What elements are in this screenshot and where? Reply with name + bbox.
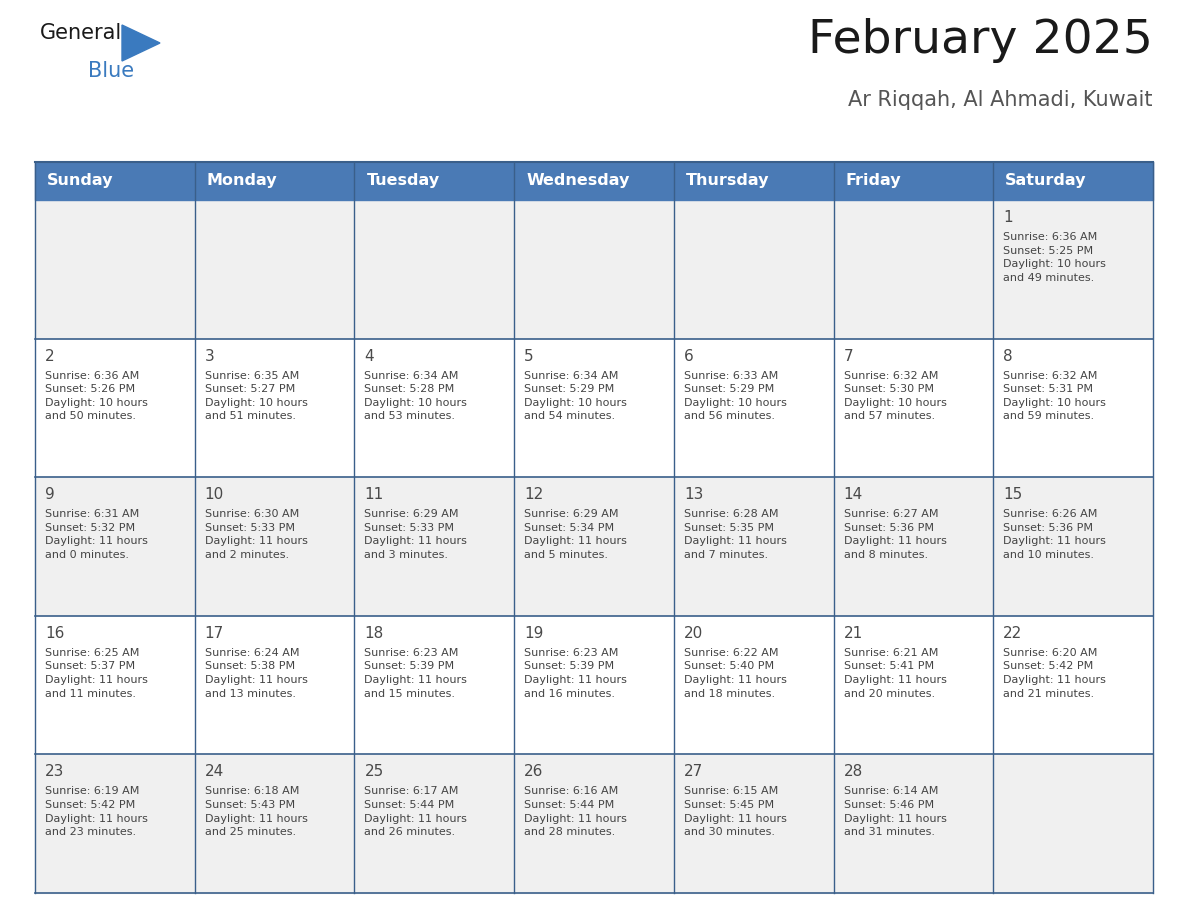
Text: Sunrise: 6:16 AM
Sunset: 5:44 PM
Daylight: 11 hours
and 28 minutes.: Sunrise: 6:16 AM Sunset: 5:44 PM Dayligh… bbox=[524, 787, 627, 837]
Text: 17: 17 bbox=[204, 626, 225, 641]
Text: Sunrise: 6:33 AM
Sunset: 5:29 PM
Daylight: 10 hours
and 56 minutes.: Sunrise: 6:33 AM Sunset: 5:29 PM Dayligh… bbox=[684, 371, 786, 421]
Text: Sunrise: 6:21 AM
Sunset: 5:41 PM
Daylight: 11 hours
and 20 minutes.: Sunrise: 6:21 AM Sunset: 5:41 PM Dayligh… bbox=[843, 648, 947, 699]
Bar bbox=[674, 162, 834, 200]
Text: Sunrise: 6:14 AM
Sunset: 5:46 PM
Daylight: 11 hours
and 31 minutes.: Sunrise: 6:14 AM Sunset: 5:46 PM Dayligh… bbox=[843, 787, 947, 837]
Text: Monday: Monday bbox=[207, 174, 277, 188]
Text: 16: 16 bbox=[45, 626, 64, 641]
Text: Sunrise: 6:36 AM
Sunset: 5:25 PM
Daylight: 10 hours
and 49 minutes.: Sunrise: 6:36 AM Sunset: 5:25 PM Dayligh… bbox=[1004, 232, 1106, 283]
Text: Sunrise: 6:26 AM
Sunset: 5:36 PM
Daylight: 11 hours
and 10 minutes.: Sunrise: 6:26 AM Sunset: 5:36 PM Dayligh… bbox=[1004, 509, 1106, 560]
Text: 14: 14 bbox=[843, 487, 862, 502]
Text: Sunrise: 6:20 AM
Sunset: 5:42 PM
Daylight: 11 hours
and 21 minutes.: Sunrise: 6:20 AM Sunset: 5:42 PM Dayligh… bbox=[1004, 648, 1106, 699]
Text: Sunrise: 6:29 AM
Sunset: 5:34 PM
Daylight: 11 hours
and 5 minutes.: Sunrise: 6:29 AM Sunset: 5:34 PM Dayligh… bbox=[524, 509, 627, 560]
Text: 24: 24 bbox=[204, 765, 225, 779]
Text: 26: 26 bbox=[524, 765, 544, 779]
Text: General: General bbox=[40, 23, 122, 43]
Text: 6: 6 bbox=[684, 349, 694, 364]
Text: 23: 23 bbox=[45, 765, 64, 779]
Text: 21: 21 bbox=[843, 626, 862, 641]
Text: Sunrise: 6:30 AM
Sunset: 5:33 PM
Daylight: 11 hours
and 2 minutes.: Sunrise: 6:30 AM Sunset: 5:33 PM Dayligh… bbox=[204, 509, 308, 560]
Text: 3: 3 bbox=[204, 349, 215, 364]
Text: Sunrise: 6:17 AM
Sunset: 5:44 PM
Daylight: 11 hours
and 26 minutes.: Sunrise: 6:17 AM Sunset: 5:44 PM Dayligh… bbox=[365, 787, 467, 837]
Text: 9: 9 bbox=[45, 487, 55, 502]
Text: 12: 12 bbox=[524, 487, 543, 502]
Text: February 2025: February 2025 bbox=[808, 18, 1154, 63]
Bar bbox=[354, 162, 514, 200]
Bar bbox=[514, 162, 674, 200]
Text: Sunrise: 6:18 AM
Sunset: 5:43 PM
Daylight: 11 hours
and 25 minutes.: Sunrise: 6:18 AM Sunset: 5:43 PM Dayligh… bbox=[204, 787, 308, 837]
Text: 1: 1 bbox=[1004, 210, 1013, 225]
Bar bbox=[993, 162, 1154, 200]
Text: 5: 5 bbox=[524, 349, 533, 364]
Text: Sunrise: 6:34 AM
Sunset: 5:29 PM
Daylight: 10 hours
and 54 minutes.: Sunrise: 6:34 AM Sunset: 5:29 PM Dayligh… bbox=[524, 371, 627, 421]
Text: 28: 28 bbox=[843, 765, 862, 779]
Text: Tuesday: Tuesday bbox=[366, 174, 440, 188]
Text: Sunrise: 6:32 AM
Sunset: 5:31 PM
Daylight: 10 hours
and 59 minutes.: Sunrise: 6:32 AM Sunset: 5:31 PM Dayligh… bbox=[1004, 371, 1106, 421]
Text: Sunrise: 6:29 AM
Sunset: 5:33 PM
Daylight: 11 hours
and 3 minutes.: Sunrise: 6:29 AM Sunset: 5:33 PM Dayligh… bbox=[365, 509, 467, 560]
Text: 22: 22 bbox=[1004, 626, 1023, 641]
Text: Friday: Friday bbox=[846, 174, 902, 188]
Bar bbox=[195, 162, 354, 200]
Text: Sunrise: 6:25 AM
Sunset: 5:37 PM
Daylight: 11 hours
and 11 minutes.: Sunrise: 6:25 AM Sunset: 5:37 PM Dayligh… bbox=[45, 648, 147, 699]
Bar bbox=[34, 339, 1154, 477]
Text: Thursday: Thursday bbox=[685, 174, 770, 188]
Text: 20: 20 bbox=[684, 626, 703, 641]
Text: Sunrise: 6:27 AM
Sunset: 5:36 PM
Daylight: 11 hours
and 8 minutes.: Sunrise: 6:27 AM Sunset: 5:36 PM Dayligh… bbox=[843, 509, 947, 560]
Text: 13: 13 bbox=[684, 487, 703, 502]
Text: 11: 11 bbox=[365, 487, 384, 502]
Polygon shape bbox=[122, 25, 160, 61]
Bar bbox=[34, 162, 195, 200]
Text: Sunrise: 6:28 AM
Sunset: 5:35 PM
Daylight: 11 hours
and 7 minutes.: Sunrise: 6:28 AM Sunset: 5:35 PM Dayligh… bbox=[684, 509, 786, 560]
Bar bbox=[834, 162, 993, 200]
Text: Sunrise: 6:22 AM
Sunset: 5:40 PM
Daylight: 11 hours
and 18 minutes.: Sunrise: 6:22 AM Sunset: 5:40 PM Dayligh… bbox=[684, 648, 786, 699]
Text: 27: 27 bbox=[684, 765, 703, 779]
Text: 19: 19 bbox=[524, 626, 544, 641]
Bar bbox=[34, 200, 1154, 339]
Bar bbox=[34, 477, 1154, 616]
Text: Sunrise: 6:36 AM
Sunset: 5:26 PM
Daylight: 10 hours
and 50 minutes.: Sunrise: 6:36 AM Sunset: 5:26 PM Dayligh… bbox=[45, 371, 147, 421]
Text: Sunrise: 6:15 AM
Sunset: 5:45 PM
Daylight: 11 hours
and 30 minutes.: Sunrise: 6:15 AM Sunset: 5:45 PM Dayligh… bbox=[684, 787, 786, 837]
Text: 8: 8 bbox=[1004, 349, 1013, 364]
Bar bbox=[34, 616, 1154, 755]
Text: Saturday: Saturday bbox=[1005, 174, 1087, 188]
Text: Blue: Blue bbox=[88, 61, 134, 81]
Bar bbox=[34, 755, 1154, 893]
Text: Sunrise: 6:35 AM
Sunset: 5:27 PM
Daylight: 10 hours
and 51 minutes.: Sunrise: 6:35 AM Sunset: 5:27 PM Dayligh… bbox=[204, 371, 308, 421]
Text: Sunrise: 6:24 AM
Sunset: 5:38 PM
Daylight: 11 hours
and 13 minutes.: Sunrise: 6:24 AM Sunset: 5:38 PM Dayligh… bbox=[204, 648, 308, 699]
Text: Sunday: Sunday bbox=[48, 174, 114, 188]
Text: 15: 15 bbox=[1004, 487, 1023, 502]
Text: 2: 2 bbox=[45, 349, 55, 364]
Text: Sunrise: 6:23 AM
Sunset: 5:39 PM
Daylight: 11 hours
and 16 minutes.: Sunrise: 6:23 AM Sunset: 5:39 PM Dayligh… bbox=[524, 648, 627, 699]
Text: 4: 4 bbox=[365, 349, 374, 364]
Text: Wednesday: Wednesday bbox=[526, 174, 630, 188]
Text: 25: 25 bbox=[365, 765, 384, 779]
Text: Sunrise: 6:32 AM
Sunset: 5:30 PM
Daylight: 10 hours
and 57 minutes.: Sunrise: 6:32 AM Sunset: 5:30 PM Dayligh… bbox=[843, 371, 947, 421]
Text: 10: 10 bbox=[204, 487, 225, 502]
Text: Sunrise: 6:34 AM
Sunset: 5:28 PM
Daylight: 10 hours
and 53 minutes.: Sunrise: 6:34 AM Sunset: 5:28 PM Dayligh… bbox=[365, 371, 467, 421]
Text: Ar Riqqah, Al Ahmadi, Kuwait: Ar Riqqah, Al Ahmadi, Kuwait bbox=[848, 90, 1154, 110]
Text: Sunrise: 6:19 AM
Sunset: 5:42 PM
Daylight: 11 hours
and 23 minutes.: Sunrise: 6:19 AM Sunset: 5:42 PM Dayligh… bbox=[45, 787, 147, 837]
Text: Sunrise: 6:23 AM
Sunset: 5:39 PM
Daylight: 11 hours
and 15 minutes.: Sunrise: 6:23 AM Sunset: 5:39 PM Dayligh… bbox=[365, 648, 467, 699]
Text: 18: 18 bbox=[365, 626, 384, 641]
Text: Sunrise: 6:31 AM
Sunset: 5:32 PM
Daylight: 11 hours
and 0 minutes.: Sunrise: 6:31 AM Sunset: 5:32 PM Dayligh… bbox=[45, 509, 147, 560]
Text: 7: 7 bbox=[843, 349, 853, 364]
